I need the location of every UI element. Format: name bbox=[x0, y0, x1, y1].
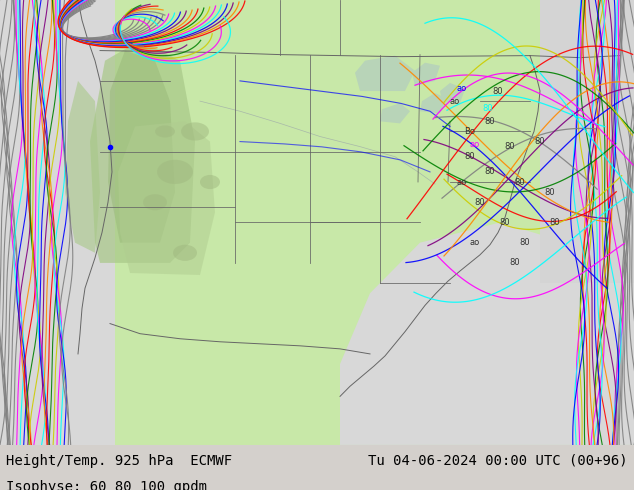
Text: 80: 80 bbox=[515, 177, 526, 187]
Polygon shape bbox=[420, 93, 448, 113]
Text: Bo: Bo bbox=[465, 127, 476, 136]
Text: ao: ao bbox=[470, 238, 480, 247]
Ellipse shape bbox=[173, 245, 197, 261]
Text: 80: 80 bbox=[465, 152, 476, 161]
Ellipse shape bbox=[143, 194, 167, 210]
Polygon shape bbox=[65, 81, 100, 253]
Text: 80: 80 bbox=[475, 198, 485, 207]
Text: ao: ao bbox=[457, 84, 467, 93]
Ellipse shape bbox=[181, 122, 209, 141]
Text: Height/Temp. 925 hPa  ECMWF: Height/Temp. 925 hPa ECMWF bbox=[6, 454, 233, 468]
Ellipse shape bbox=[200, 175, 220, 189]
Polygon shape bbox=[540, 0, 634, 283]
Text: Isophyse: 60 80 100 gpdm: Isophyse: 60 80 100 gpdm bbox=[6, 480, 207, 490]
Text: 80: 80 bbox=[484, 117, 495, 126]
Text: 80: 80 bbox=[500, 218, 510, 227]
Polygon shape bbox=[90, 41, 195, 263]
Polygon shape bbox=[355, 56, 415, 91]
Polygon shape bbox=[440, 83, 465, 103]
Text: ao: ao bbox=[450, 97, 460, 106]
Text: 80: 80 bbox=[484, 168, 495, 176]
Text: 80: 80 bbox=[505, 142, 515, 151]
Text: 80: 80 bbox=[545, 188, 555, 196]
Text: 80: 80 bbox=[534, 137, 545, 146]
Ellipse shape bbox=[157, 160, 193, 184]
Text: 80: 80 bbox=[510, 258, 521, 268]
Ellipse shape bbox=[155, 125, 175, 138]
Text: 80: 80 bbox=[493, 87, 503, 96]
Text: 80: 80 bbox=[520, 238, 530, 247]
Text: 80: 80 bbox=[482, 104, 493, 113]
Text: ao: ao bbox=[470, 140, 480, 148]
Text: ao: ao bbox=[457, 177, 467, 187]
Polygon shape bbox=[412, 63, 440, 86]
Polygon shape bbox=[108, 50, 175, 243]
Bar bbox=[0, 0, 115, 445]
Text: 80: 80 bbox=[550, 218, 560, 227]
Polygon shape bbox=[380, 103, 410, 123]
Polygon shape bbox=[60, 122, 115, 445]
Polygon shape bbox=[340, 222, 634, 445]
Polygon shape bbox=[118, 122, 215, 275]
Text: Tu 04-06-2024 00:00 UTC (00+96): Tu 04-06-2024 00:00 UTC (00+96) bbox=[368, 454, 628, 468]
